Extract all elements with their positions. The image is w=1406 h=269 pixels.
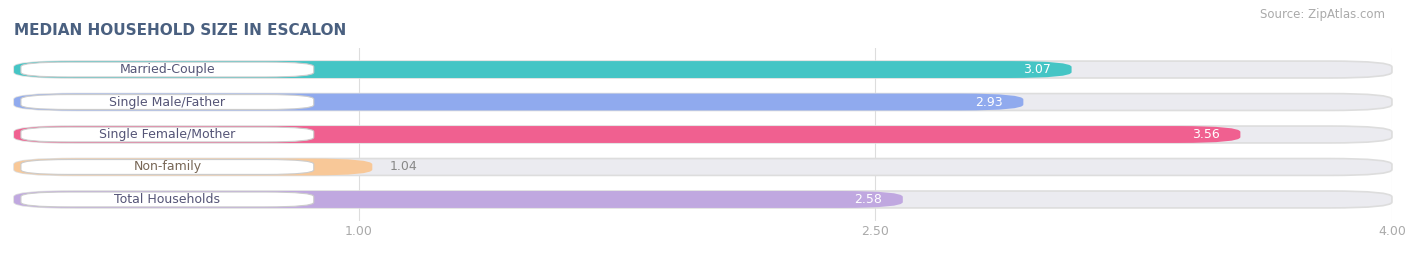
FancyBboxPatch shape [14,158,1392,175]
FancyBboxPatch shape [21,127,314,142]
Text: Single Male/Father: Single Male/Father [110,95,225,108]
FancyBboxPatch shape [14,94,1024,111]
FancyBboxPatch shape [14,158,373,175]
FancyBboxPatch shape [14,61,1392,78]
FancyBboxPatch shape [14,191,903,208]
FancyBboxPatch shape [14,126,1240,143]
Text: 1.04: 1.04 [389,161,418,174]
FancyBboxPatch shape [14,61,1071,78]
Text: Married-Couple: Married-Couple [120,63,215,76]
FancyBboxPatch shape [14,94,1392,111]
FancyBboxPatch shape [21,192,314,207]
Text: 2.58: 2.58 [855,193,882,206]
FancyBboxPatch shape [14,126,1392,143]
FancyBboxPatch shape [14,191,1392,208]
Text: 3.56: 3.56 [1192,128,1219,141]
Text: 3.07: 3.07 [1024,63,1050,76]
Text: Non-family: Non-family [134,161,201,174]
Text: MEDIAN HOUSEHOLD SIZE IN ESCALON: MEDIAN HOUSEHOLD SIZE IN ESCALON [14,23,346,38]
Text: Total Households: Total Households [114,193,221,206]
FancyBboxPatch shape [21,95,314,109]
FancyBboxPatch shape [21,160,314,174]
Text: Source: ZipAtlas.com: Source: ZipAtlas.com [1260,8,1385,21]
FancyBboxPatch shape [21,62,314,77]
Text: Single Female/Mother: Single Female/Mother [100,128,235,141]
Text: 2.93: 2.93 [976,95,1002,108]
